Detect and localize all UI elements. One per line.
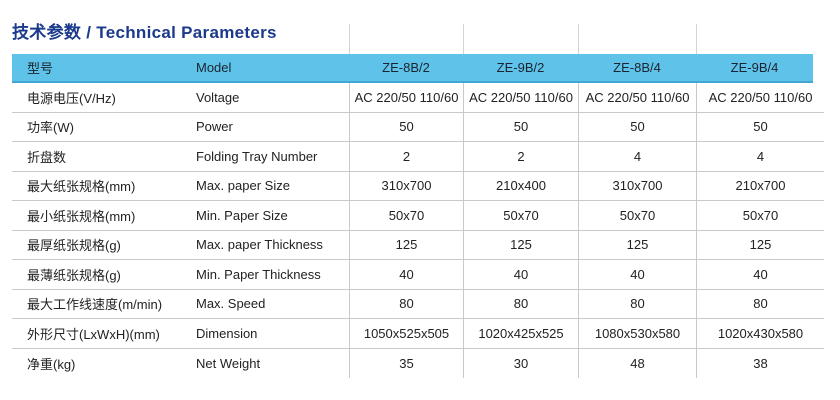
technical-parameters-table: 型号 Model ZE-8B/2 ZE-9B/2 ZE-8B/4 ZE-9B/4… (12, 54, 824, 378)
row-label-cn: 最小纸张规格(mm) (27, 208, 136, 224)
row-value: 35 (349, 348, 463, 378)
row-value: 2 (349, 142, 463, 171)
row-value: 40 (349, 260, 463, 289)
row-value: 1050x525x505 (349, 319, 463, 348)
row-value: 40 (696, 260, 824, 289)
row-value: 50 (463, 112, 578, 141)
row-value: 1020x430x580 (696, 319, 824, 348)
column-guide-line (463, 24, 464, 54)
header-label-cn: 型号 (27, 61, 54, 76)
header-model-ze-9b-2: ZE-9B/2 (496, 60, 545, 75)
row-label-cn: 折盘数 (27, 149, 67, 165)
table-row: 电源电压(V/Hz) Voltage AC 220/50 110/60 AC 2… (12, 83, 824, 113)
table-row: 最薄纸张规格(g) Min. Paper Thickness 40 40 40 … (12, 260, 824, 290)
row-value: 50x70 (463, 201, 578, 230)
row-value: 40 (578, 260, 696, 289)
row-label-cn: 外形尺寸(LxWxH)(mm) (27, 326, 160, 342)
row-label-cn: 最大工作线速度(m/min) (27, 297, 163, 313)
row-value: 40 (463, 260, 578, 289)
row-label-cn: 最大纸张规格(mm) (27, 179, 136, 195)
table-row: 最大纸张规格(mm) Max. paper Size 310x700 210x4… (12, 171, 824, 201)
row-label-en: Min. Paper Size (196, 207, 288, 223)
row-value: 125 (349, 230, 463, 259)
row-value: 48 (578, 348, 696, 378)
row-value: 50x70 (696, 201, 824, 230)
row-value: 50 (696, 112, 824, 141)
row-value: 50 (578, 112, 696, 141)
row-value: AC 220/50 110/60 (463, 83, 578, 112)
column-guide-line (349, 24, 350, 54)
row-value: AC 220/50 110/60 (349, 83, 463, 112)
row-label-en: Power (196, 119, 233, 135)
row-label-en: Max. Speed (196, 296, 266, 312)
row-value: 1080x530x580 (578, 319, 696, 348)
row-value: 50 (349, 112, 463, 141)
row-label-en: Dimension (196, 325, 258, 341)
row-value: 210x400 (463, 171, 578, 200)
row-value: 310x700 (578, 171, 696, 200)
row-label-en: Max. paper Size (196, 178, 290, 194)
column-guide-line (578, 24, 579, 54)
row-label-en: Voltage (196, 89, 240, 105)
row-value: 50x70 (349, 201, 463, 230)
row-value: 310x700 (349, 171, 463, 200)
row-value: 1020x425x525 (463, 319, 578, 348)
page-title: 技术参数 / Technical Parameters (12, 23, 277, 42)
table-row: 净重(kg) Net Weight 35 30 48 38 (12, 348, 824, 378)
row-value: AC 220/50 110/60 (696, 83, 824, 112)
row-value: 4 (696, 142, 824, 171)
header-label-en: Model (196, 60, 232, 75)
row-label-cn: 最厚纸张规格(g) (27, 238, 121, 254)
row-value: 38 (696, 348, 824, 378)
column-guide-line (696, 24, 697, 54)
header-model-ze-8b-4: ZE-8B/4 (613, 60, 661, 75)
row-label-en: Min. Paper Thickness (196, 266, 321, 282)
row-label-en: Max. paper Thickness (196, 237, 323, 253)
row-value: 125 (463, 230, 578, 259)
row-value: 125 (696, 230, 824, 259)
row-value: AC 220/50 110/60 (578, 83, 696, 112)
row-value: 4 (578, 142, 696, 171)
table-row: 外形尺寸(LxWxH)(mm) Dimension 1050x525x505 1… (12, 319, 824, 349)
row-value: 80 (578, 289, 696, 318)
table-header-row: 型号 Model ZE-8B/2 ZE-9B/2 ZE-8B/4 ZE-9B/4 (12, 54, 813, 83)
header-model-ze-9b-4: ZE-9B/4 (730, 60, 779, 75)
row-value: 125 (578, 230, 696, 259)
row-value: 2 (463, 142, 578, 171)
row-label-cn: 净重(kg) (27, 356, 76, 372)
table-row: 最大工作线速度(m/min) Max. Speed 80 80 80 80 (12, 289, 824, 319)
table-row: 最厚纸张规格(g) Max. paper Thickness 125 125 1… (12, 230, 824, 260)
row-label-en: Folding Tray Number (196, 148, 318, 164)
table-row: 折盘数 Folding Tray Number 2 2 4 4 (12, 142, 824, 172)
row-value: 210x700 (696, 171, 824, 200)
row-label-en: Net Weight (196, 355, 261, 371)
table-row: 最小纸张规格(mm) Min. Paper Size 50x70 50x70 5… (12, 201, 824, 231)
header-model-ze-8b-2: ZE-8B/2 (382, 60, 430, 75)
row-value: 30 (463, 348, 578, 378)
table-row: 功率(W) Power 50 50 50 50 (12, 112, 824, 142)
row-label-cn: 功率(W) (27, 120, 74, 136)
row-value: 50x70 (578, 201, 696, 230)
row-value: 80 (696, 289, 824, 318)
row-value: 80 (349, 289, 463, 318)
row-label-cn: 最薄纸张规格(g) (27, 267, 121, 283)
row-label-cn: 电源电压(V/Hz) (27, 90, 116, 106)
row-value: 80 (463, 289, 578, 318)
table-body: 电源电压(V/Hz) Voltage AC 220/50 110/60 AC 2… (12, 83, 824, 378)
